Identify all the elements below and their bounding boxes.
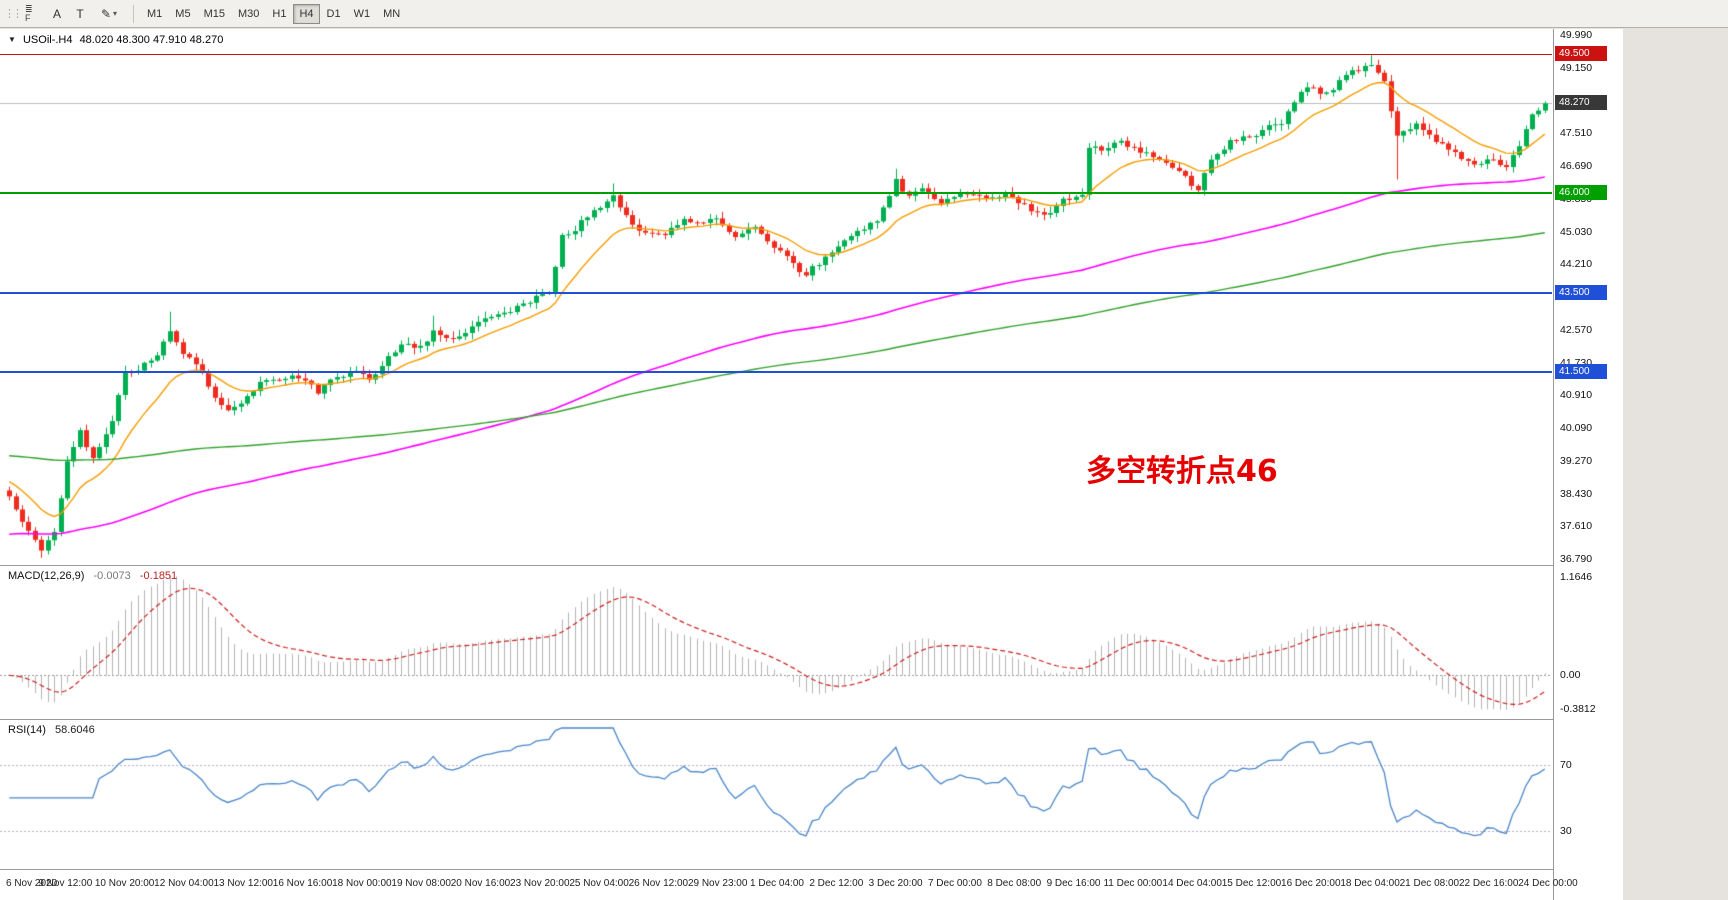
time-axis-label: 1 Dec 04:00	[750, 878, 804, 889]
current-price-badge: 48.270	[1555, 95, 1607, 111]
time-axis-label: 24 Dec 00:00	[1518, 878, 1578, 889]
time-axis-label: 14 Dec 04:00	[1162, 878, 1222, 889]
pencil-icon: ✎	[100, 6, 112, 21]
chevron-down-icon: ▾	[113, 9, 118, 18]
rsi-label: RSI(14) 58.6046	[8, 724, 95, 736]
price-scale-label: 38.430	[1560, 487, 1593, 500]
time-axis-label: 11 Dec 00:00	[1103, 878, 1163, 889]
chart-annotation-text[interactable]: 多空转折点46	[1086, 454, 1278, 489]
price-line-badge: 49.500	[1555, 46, 1607, 62]
ohlc-values: 48.020 48.300 47.910 48.270	[79, 34, 224, 46]
time-axis-label: 10 Nov 20:00	[94, 878, 155, 889]
price-scale-label: 49.150	[1560, 62, 1593, 75]
price-scale-label: 36.790	[1560, 553, 1593, 565]
timeframe-group: M1 M5 M15 M30 H1 H4 D1 W1 MN	[141, 3, 406, 24]
time-axis-label: 16 Nov 16:00	[272, 878, 333, 889]
letter-f-label: F	[25, 12, 31, 23]
cursor-tool-button[interactable]: A	[46, 3, 68, 25]
timeframe-button[interactable]: M5	[169, 4, 196, 24]
macd-scale-max: 1.1646	[1560, 571, 1593, 583]
macd-scale-min: -0.3812	[1560, 703, 1596, 715]
time-axis-label: 20 Nov 16:00	[450, 878, 511, 889]
collapse-arrow-icon[interactable]: ▼	[8, 35, 16, 44]
price-scale-label: 46.690	[1560, 160, 1593, 172]
panel-separator[interactable]	[0, 565, 1622, 566]
toolbar: ⋮⋮ ≣ F A T ✎ ▾ M1 M5 M15 M30 H1 H4 D1 W1 MN	[0, 0, 1728, 28]
macd-signal-value: -0.1851	[139, 570, 178, 582]
price-line-badge: 41.500	[1555, 364, 1607, 380]
price-scale-label: 40.910	[1560, 389, 1593, 402]
timeframe-button[interactable]: W1	[348, 4, 377, 24]
time-axis-label: 2 Dec 12:00	[809, 878, 864, 889]
time-axis-label: 21 Dec 08:00	[1399, 878, 1460, 889]
rsi-level-label: 70	[1560, 758, 1572, 771]
time-axis-label: 18 Nov 00:00	[332, 878, 392, 889]
time-axis-label: 26 Nov 12:00	[628, 878, 689, 889]
macd-name: MACD(12,26,9)	[8, 570, 85, 582]
panel-separator[interactable]	[0, 869, 1622, 870]
timeframe-button[interactable]: H1	[266, 4, 292, 24]
timeframe-button[interactable]: M30	[232, 4, 265, 24]
timeframe-button[interactable]: MN	[377, 4, 406, 24]
toolbar-grip-icon[interactable]: ⋮⋮	[4, 8, 23, 20]
price-scale-label: 42.570	[1560, 323, 1593, 336]
timeframe-button[interactable]: M1	[141, 4, 168, 24]
rsi-value: 58.6046	[54, 724, 95, 736]
time-axis-label: 13 Nov 12:00	[213, 878, 273, 889]
timeframe-button[interactable]: M15	[198, 4, 231, 24]
time-axis-label: 6 Nov 2020	[6, 878, 58, 889]
time-axis-label: 29 Nov 23:00	[687, 878, 748, 889]
time-axis-label: 3 Dec 20:00	[868, 878, 923, 889]
price-line-badge: 46.000	[1555, 185, 1607, 201]
timeframe-button[interactable]: D1	[321, 4, 347, 24]
time-axis-label: 19 Nov 08:00	[391, 878, 451, 889]
text-tool-button[interactable]: T	[69, 3, 91, 25]
panel-separator[interactable]	[0, 719, 1622, 720]
toolbar-separator	[133, 4, 134, 23]
time-axis-label: 12 Nov 04:00	[154, 878, 214, 889]
time-axis-label: 25 Nov 04:00	[569, 878, 629, 889]
draw-tool-button[interactable]: ✎ ▾	[92, 3, 126, 25]
price-scale-label: 49.990	[1560, 29, 1593, 41]
chart-title: ▼ USOil-.H4 48.020 48.300 47.910 48.270	[8, 34, 227, 46]
rsi-name: RSI(14)	[8, 724, 46, 736]
timeframe-button[interactable]: H4	[293, 3, 320, 24]
price-axis[interactable]: 49.99049.15048.33047.51046.69045.85045.0…	[1553, 29, 1623, 900]
time-axis-label: 16 Dec 20:00	[1281, 878, 1341, 889]
price-scale-label: 40.090	[1560, 422, 1593, 434]
time-axis-label: 23 Nov 20:00	[510, 878, 570, 889]
price-scale-label: 47.510	[1560, 127, 1593, 140]
price-line-badge: 43.500	[1555, 284, 1607, 300]
price-scale-label: 44.210	[1560, 258, 1593, 271]
rsi-level-label: 30	[1560, 825, 1572, 838]
time-axis[interactable]: 6 Nov 2020 9 Nov 12:00 10 Nov 20:00 12 Nov …	[0, 869, 1578, 900]
chart-window: ▼ USOil-.H4 48.020 48.300 47.910 48.270 …	[0, 29, 1623, 900]
macd-scale-zero: 0.00	[1560, 669, 1581, 682]
macd-label: MACD(12,26,9) -0.0073 -0.1851	[8, 570, 177, 582]
price-scale-label: 45.030	[1560, 225, 1593, 238]
time-axis-label: 9 Dec 16:00	[1046, 878, 1101, 889]
symbol-label: USOil-.H4	[22, 34, 73, 46]
time-axis-label: 22 Dec 16:00	[1458, 878, 1519, 889]
time-axis-label: 18 Dec 04:00	[1340, 878, 1400, 889]
chart-mode-icon[interactable]: ≣ F	[25, 1, 45, 27]
time-axis-label: 15 Dec 12:00	[1221, 878, 1282, 889]
time-axis-label: 9 Nov 12:00	[38, 878, 93, 889]
price-scale-label: 39.270	[1560, 454, 1593, 467]
macd-main-value: -0.0073	[93, 570, 131, 582]
hamburger-icon: ≣	[25, 3, 33, 14]
time-axis-label: 8 Dec 08:00	[987, 878, 1042, 889]
time-axis-label: 7 Dec 00:00	[927, 878, 982, 889]
price-scale-label: 37.610	[1560, 520, 1593, 533]
price-chart-canvas[interactable]	[0, 29, 1552, 900]
